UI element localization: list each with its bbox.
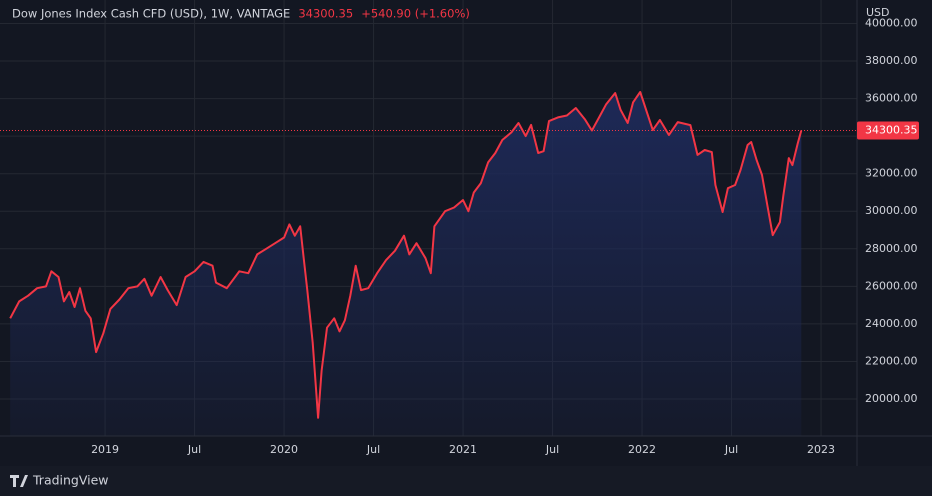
x-tick-label: 2022 <box>628 443 656 456</box>
y-tick-label: 22000.00 <box>865 354 918 367</box>
plot <box>0 91 857 436</box>
x-tick-label: 2021 <box>449 443 477 456</box>
price-change: +540.90 (+1.60%) <box>361 7 470 21</box>
y-tick-label: 40000.00 <box>865 16 918 29</box>
y-tick-label: 20000.00 <box>865 392 918 405</box>
last-price-tag <box>857 121 919 140</box>
x-tick-label: Jul <box>187 443 201 456</box>
chart-title: Dow Jones Index Cash CFD (USD), 1W, VANT… <box>12 7 290 21</box>
y-tick-label: 26000.00 <box>865 279 918 292</box>
x-tick-label: Jul <box>724 443 738 456</box>
brand: TradingView <box>32 473 109 488</box>
brand-logo <box>10 475 28 487</box>
y-tick-label: 32000.00 <box>865 167 918 180</box>
x-tick-label: 2023 <box>807 443 835 456</box>
last-price-tag-label: 34300.35 <box>865 124 918 137</box>
x-tick-label: Jul <box>545 443 559 456</box>
y-tick-label: 30000.00 <box>865 204 918 217</box>
axes: 20000.00 22000.00 24000.00 26000.00 28000.00… <box>91 16 919 456</box>
x-tick-label: 2020 <box>270 443 298 456</box>
y-axis-label: USD <box>866 6 890 19</box>
y-tick-label: 38000.00 <box>865 54 918 67</box>
y-tick-label: 24000.00 <box>865 317 918 330</box>
footer-background <box>0 466 932 496</box>
area-fill <box>10 92 802 436</box>
x-tick-label: 2019 <box>91 443 119 456</box>
y-tick-label: 36000.00 <box>865 92 918 105</box>
last-price: 34300.35 <box>298 7 353 21</box>
x-tick-label: Jul <box>366 443 380 456</box>
price-line <box>9 91 803 419</box>
y-tick-label: 28000.00 <box>865 242 918 255</box>
